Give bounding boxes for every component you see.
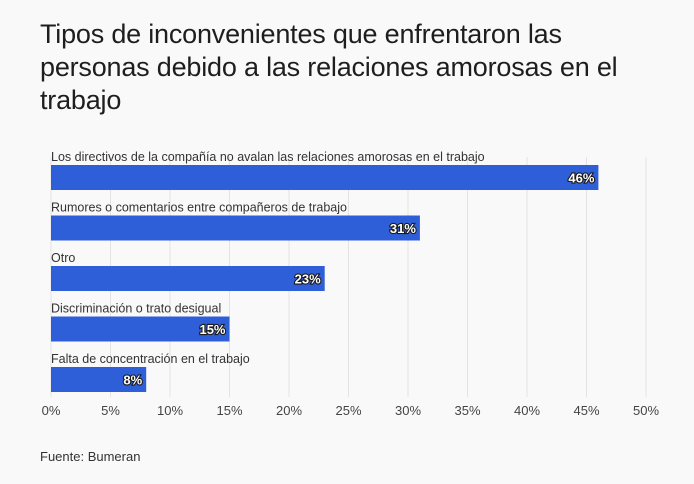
- value-label: 31%: [390, 221, 416, 236]
- category-label: Discriminación o trato desigual: [51, 302, 221, 316]
- source-note: Fuente: Bumeran: [40, 449, 141, 464]
- bar-chart: Los directivos de la compañía no avalan …: [42, 150, 660, 418]
- category-label: Los directivos de la compañía no avalan …: [51, 150, 485, 164]
- x-axis-ticks: 0% 5% 10% 15% 20% 25% 30% 35% 40% 45% 50%: [42, 403, 660, 418]
- category-label: Rumores o comentarios entre compañeros d…: [51, 201, 347, 215]
- category-label: Otro: [51, 251, 75, 265]
- bars: Los directivos de la compañía no avalan …: [51, 150, 599, 392]
- value-label: 23%: [295, 272, 321, 287]
- x-tick-label: 20%: [276, 403, 302, 418]
- x-tick-label: 40%: [514, 403, 540, 418]
- x-tick-label: 10%: [157, 403, 183, 418]
- x-tick-label: 5%: [101, 403, 120, 418]
- x-tick-label: 45%: [573, 403, 599, 418]
- value-label: 15%: [199, 322, 225, 337]
- value-label: 8%: [123, 373, 142, 388]
- x-tick-label: 25%: [335, 403, 361, 418]
- x-tick-label: 0%: [42, 403, 61, 418]
- chart-title: Tipos de inconvenientes que enfrentaron …: [40, 19, 618, 115]
- category-label: Falta de concentración en el trabajo: [51, 352, 250, 366]
- bar: [51, 367, 147, 392]
- bar: [51, 266, 325, 291]
- x-tick-label: 35%: [454, 403, 480, 418]
- value-label: 46%: [568, 171, 594, 186]
- x-tick-label: 15%: [216, 403, 242, 418]
- x-tick-label: 30%: [395, 403, 421, 418]
- bar: [51, 316, 230, 342]
- x-tick-label: 50%: [633, 403, 659, 418]
- bar: [51, 165, 599, 190]
- bar: [51, 215, 420, 241]
